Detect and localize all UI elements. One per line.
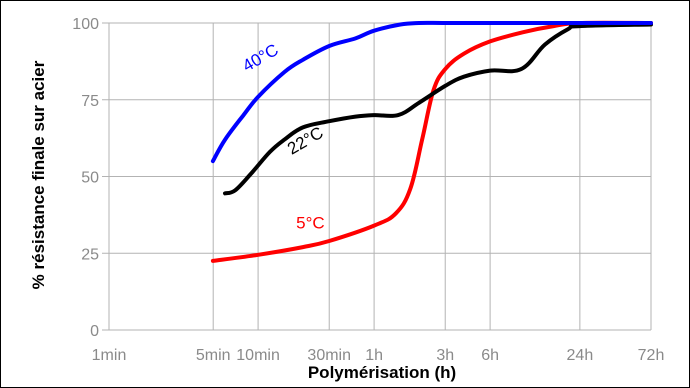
y-tick-label: 0 bbox=[90, 323, 99, 340]
x-tick-label: 5min bbox=[196, 347, 231, 364]
y-axis-title: % résistance finale sur acier bbox=[29, 60, 48, 289]
series-line-2 bbox=[210, 20, 653, 263]
x-tick-label: 1h bbox=[365, 347, 383, 364]
x-tick-label: 10min bbox=[236, 347, 280, 364]
x-tick-labels: 1min 5min 10min 30min 1h 3h 6h 24h 72h bbox=[92, 347, 665, 364]
grid bbox=[102, 22, 652, 331]
x-tick-label: 30min bbox=[307, 347, 351, 364]
series-label-2: 5°C bbox=[296, 214, 325, 233]
y-tick-label: 75 bbox=[81, 93, 99, 110]
x-tick-label: 6h bbox=[481, 347, 499, 364]
y-tick-label: 100 bbox=[72, 16, 99, 33]
series-line-1 bbox=[223, 22, 653, 196]
series-layer bbox=[210, 20, 653, 263]
x-tick-label: 3h bbox=[436, 347, 454, 364]
series-line-0 bbox=[210, 20, 653, 164]
y-tick-label: 25 bbox=[81, 246, 99, 263]
y-tick-labels: 0 25 50 75 100 bbox=[72, 16, 99, 340]
x-axis-title: Polymérisation (h) bbox=[308, 363, 456, 382]
x-tick-label: 1min bbox=[92, 347, 127, 364]
x-tick-label: 24h bbox=[567, 347, 594, 364]
y-tick-label: 50 bbox=[81, 170, 99, 187]
x-tick-label: 72h bbox=[638, 347, 665, 364]
